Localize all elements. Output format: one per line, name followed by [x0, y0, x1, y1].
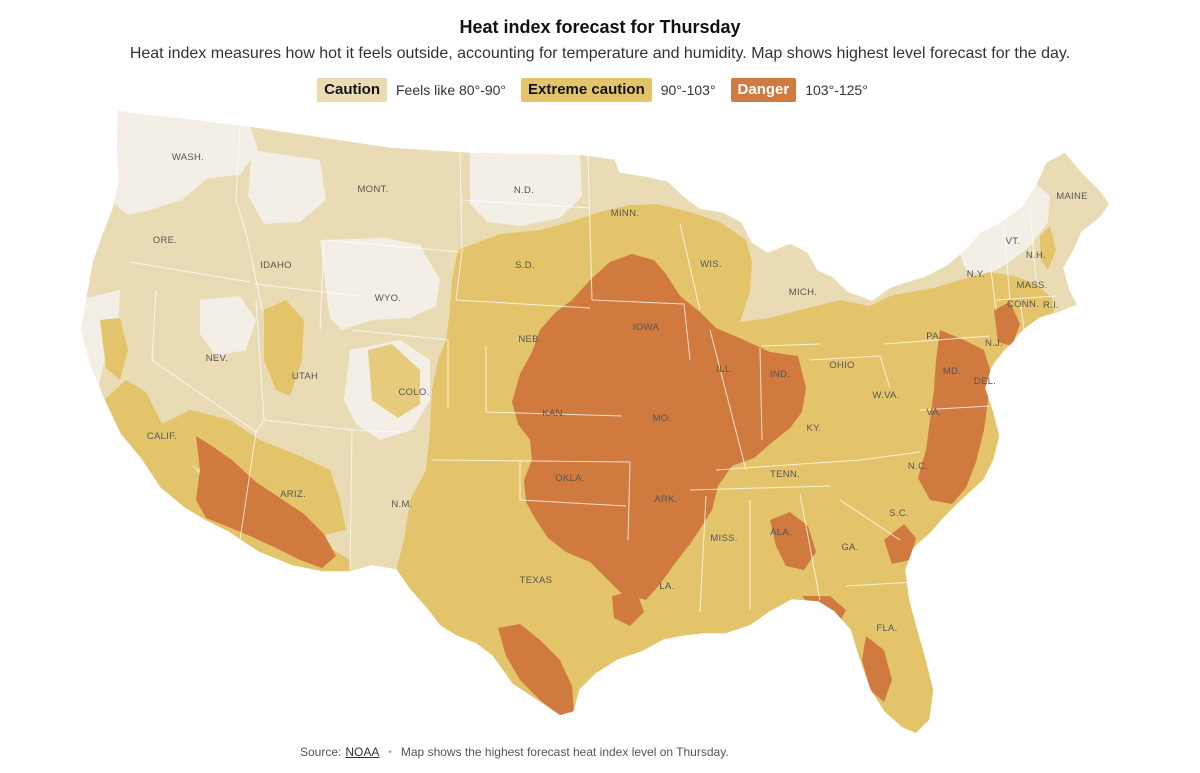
state-label-del: DEL.: [974, 376, 996, 387]
state-label-texas: TEXAS: [520, 575, 553, 586]
legend-caution-swatch: Caution: [317, 78, 387, 102]
state-label-ore: ORE.: [153, 235, 177, 246]
state-label-nc: N.C.: [908, 461, 928, 472]
state-label-ri: R.I.: [1043, 300, 1059, 311]
state-label-sc: S.C.: [889, 508, 909, 519]
state-label-kan: KAN.: [542, 408, 565, 419]
state-label-idaho: IDAHO: [260, 260, 292, 271]
state-label-la: LA.: [659, 581, 674, 592]
state-label-okla: OKLA.: [555, 473, 585, 484]
state-label-wis: WIS.: [700, 259, 722, 270]
state-label-fla: FLA.: [876, 623, 897, 634]
state-label-wyo: WYO.: [375, 293, 402, 304]
legend: Caution Feels like 80°-90° Extreme cauti…: [0, 78, 1200, 102]
state-label-iowa: IOWA: [633, 322, 660, 333]
state-label-ny: N.Y.: [967, 269, 985, 280]
heat-index-map: WASH. ORE. IDAHO MONT. N.D. MINN. S.D. WYO. NEV.…: [79, 109, 1111, 735]
state-label-va: VA.: [926, 407, 942, 418]
footer-note: Map shows the highest forecast heat inde…: [400, 745, 729, 759]
state-label-mich: MICH.: [789, 287, 817, 298]
state-label-ariz: ARIZ.: [280, 489, 306, 500]
legend-caution-range: Feels like 80°-90°: [396, 82, 507, 98]
region-below-caution: [80, 110, 1050, 440]
chart-header: Heat index forecast for Thursday Heat in…: [0, 14, 1200, 66]
state-label-pa: PA.: [926, 331, 942, 342]
state-label-ill: ILL.: [716, 364, 733, 375]
legend-extreme-range: 90°-103°: [660, 82, 716, 98]
state-borders: [129, 125, 1057, 613]
state-label-nev: NEV.: [206, 353, 229, 364]
state-label-wash: WASH.: [172, 152, 204, 163]
state-label-miss: MISS.: [710, 533, 737, 544]
state-label-conn: CONN.: [1007, 299, 1039, 310]
map-fill-layer: [80, 110, 1110, 734]
legend-danger-swatch: Danger: [730, 78, 797, 102]
separator-dot-icon: •: [388, 746, 392, 758]
state-label-ark: ARK.: [654, 494, 677, 505]
footer: Source: NOAA • Map shows the highest for…: [300, 745, 729, 759]
map-title: Heat index forecast for Thursday: [459, 17, 741, 37]
state-label-calif: CALIF.: [147, 431, 177, 442]
state-label-colo: COLO.: [398, 387, 429, 398]
state-label-utah: UTAH: [292, 371, 318, 382]
state-label-maine: MAINE: [1056, 191, 1088, 202]
state-label-ind: IND.: [770, 369, 790, 380]
state-label-nj: N.J.: [985, 338, 1003, 349]
state-label-mont: MONT.: [357, 184, 388, 195]
state-label-minn: MINN.: [611, 208, 639, 219]
state-label-md: MD.: [943, 366, 961, 377]
state-label-ky: KY.: [807, 423, 822, 434]
state-label-sd: S.D.: [515, 260, 535, 271]
state-label-nm: N.M.: [391, 499, 412, 510]
map-subtitle: Heat index measures how hot it feels out…: [129, 45, 1071, 62]
source-link[interactable]: NOAA: [345, 745, 380, 759]
state-label-tenn: TENN.: [770, 469, 800, 480]
state-label-neb: NEB.: [518, 334, 541, 345]
legend-danger-range: 103°-125°: [805, 82, 868, 98]
source-label: Source:: [300, 745, 342, 759]
state-label-ala: ALA.: [770, 527, 792, 538]
state-label-vt: VT.: [1006, 236, 1021, 247]
state-label-nh: N.H.: [1026, 250, 1046, 261]
state-label-ga: GA.: [841, 542, 858, 553]
state-labels: WASH. ORE. IDAHO MONT. N.D. MINN. S.D. WYO. NEV.…: [147, 152, 1088, 634]
state-label-mo: MO.: [653, 413, 672, 424]
state-label-wva: W.VA.: [872, 390, 899, 401]
legend-extreme-swatch: Extreme caution: [521, 78, 652, 102]
region-danger: [196, 254, 1020, 716]
state-label-nd: N.D.: [514, 185, 534, 196]
state-label-mass: MASS.: [1016, 280, 1047, 291]
state-label-ohio: OHIO: [829, 360, 854, 371]
